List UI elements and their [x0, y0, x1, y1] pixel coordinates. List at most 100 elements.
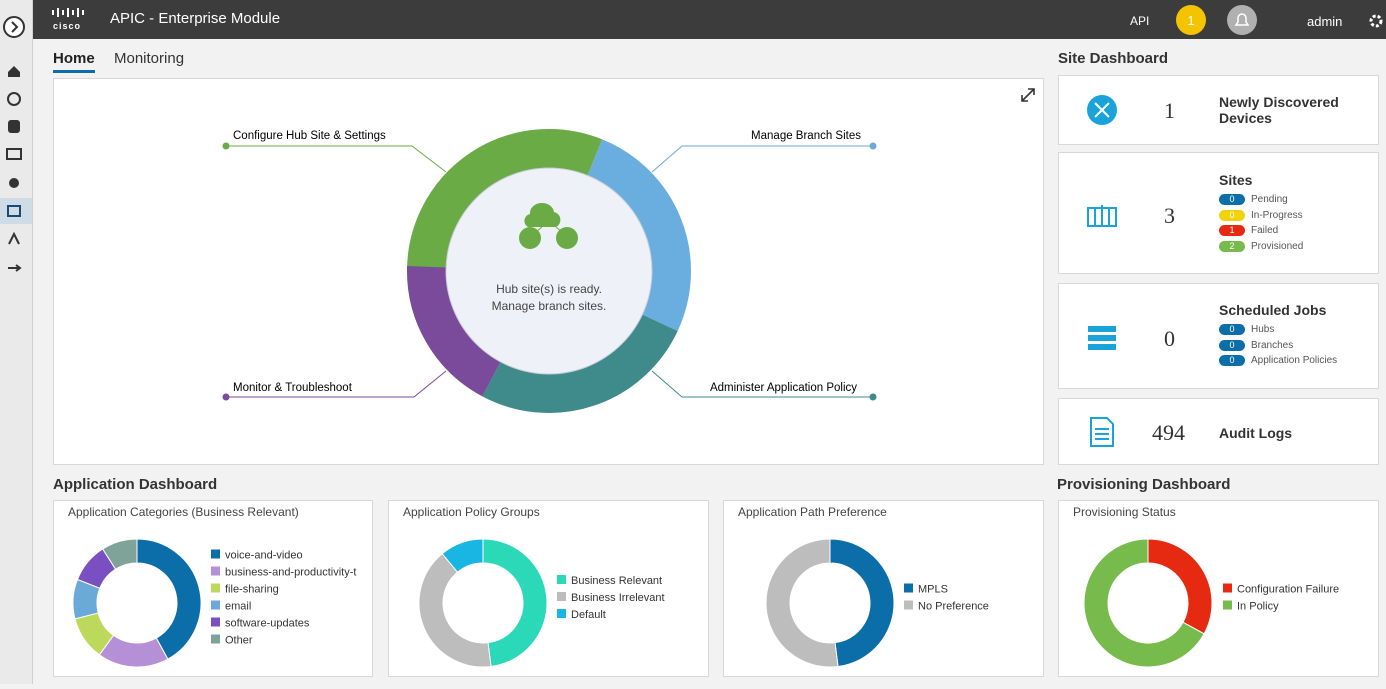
tab-monitoring[interactable]: Monitoring [114, 50, 185, 67]
sidebar-icons [0, 16, 32, 272]
audit-card[interactable]: 494 Audit Logs [1058, 398, 1379, 465]
nav-topology[interactable] [9, 178, 19, 188]
jobs-count: 0 [1164, 326, 1175, 351]
status-label: Branches [1251, 339, 1294, 351]
router-icon [556, 227, 578, 249]
legend-label: file-sharing [225, 584, 279, 596]
status-badge: 0 [1219, 194, 1245, 205]
sites-label: Sites [1219, 172, 1253, 188]
devices-label: Newly Discovered Devices [1219, 94, 1339, 126]
sites-card[interactable]: 3 Sites 0 Pending 0 In-Progress 1 Failed 2 Prov… [1058, 152, 1379, 274]
status-label: Provisioned [1251, 240, 1304, 252]
donut-chart: Application Path Preference MPLS No Prefer… [738, 505, 989, 668]
audit-count: 494 [1152, 420, 1185, 445]
workflow-panel: Configure Hub Site & Settings Manage Bra… [53, 78, 1044, 465]
donut-segment [1147, 538, 1213, 635]
jobs-label: Scheduled Jobs [1219, 302, 1327, 318]
donut-segment [136, 538, 202, 660]
status-badge: 0 [1219, 209, 1245, 221]
chart-title: Provisioning Status [1073, 505, 1176, 519]
donut-segment [102, 538, 138, 570]
tab-home[interactable]: Home [53, 50, 95, 73]
legend-swatch [211, 600, 220, 610]
router-icon [519, 227, 541, 249]
status-label: Application Policies [1251, 355, 1338, 367]
ring-segment [482, 313, 678, 413]
audit-label: Audit Logs [1219, 425, 1293, 441]
nav-inventory[interactable] [8, 120, 20, 133]
legend-swatch [557, 609, 566, 618]
expand-button[interactable] [1021, 88, 1035, 102]
ring-center [445, 167, 653, 375]
status-badge: 0 [1219, 339, 1245, 351]
legend-swatch [557, 592, 566, 601]
devices-card[interactable]: 1 Newly Discovered Devices [1058, 75, 1379, 145]
nav-more[interactable] [8, 264, 22, 272]
nav-iwan[interactable] [7, 205, 21, 217]
nav-path[interactable] [8, 231, 20, 245]
donut-segment [418, 552, 492, 668]
connectors [222, 142, 877, 401]
top-bar-graphics: cisco APIC - Enterprise Module API 1 adm… [52, 5, 1383, 35]
step-label[interactable]: Monitor & Troubleshoot [233, 382, 353, 394]
job-list: 0 Hubs 0 Branches 0 Application Policies [1219, 324, 1337, 371]
status-row: 0 Branches [1219, 339, 1337, 356]
alert-badge[interactable] [1176, 5, 1206, 35]
chart-card: Application Categories (Business Relevan… [53, 500, 373, 677]
donut-chart: Provisioning Status Configuration Failure… [1073, 505, 1339, 668]
devices-icon [1087, 95, 1117, 125]
user-menu[interactable]: admin [1307, 14, 1342, 29]
chart-title: Application Path Preference [738, 505, 887, 519]
step-label[interactable]: Configure Hub Site & Settings [233, 130, 386, 142]
jobs-icon [1088, 326, 1116, 350]
nav-home[interactable] [8, 66, 20, 77]
legend-swatch [211, 583, 220, 593]
legend-label: Configuration Failure [1237, 584, 1339, 596]
legend-label: Default [571, 609, 606, 621]
legend-label: software-updates [225, 618, 310, 630]
chart-card: Application Path Preference MPLS No Prefer… [723, 500, 1044, 677]
legend-label: Business Irrelevant [571, 592, 665, 604]
jobs-card[interactable]: 0 Scheduled Jobs 0 Hubs 0 Branches 0 Applicat… [1058, 283, 1379, 389]
ring-segment [586, 139, 691, 331]
ring-segment [407, 266, 502, 397]
api-link[interactable]: API [1130, 14, 1149, 28]
chart-card: Provisioning Status Configuration Failure… [1058, 500, 1379, 677]
status-row: 0 Application Policies [1219, 355, 1337, 371]
site-status-list: 0 Pending 0 In-Progress 1 Failed 2 Provisioned [1219, 194, 1303, 256]
legend-label: voice-and-video [225, 550, 303, 562]
donut-segment [482, 538, 548, 668]
bell-button[interactable] [1227, 5, 1257, 35]
sidebar [0, 0, 33, 684]
chevron [11, 21, 19, 33]
legend-swatch [904, 583, 913, 593]
status-label: Hubs [1251, 324, 1275, 336]
ring-segment [407, 129, 603, 272]
legend-label: MPLS [918, 584, 948, 596]
step-label[interactable]: Manage Branch Sites [751, 130, 861, 142]
devices-count: 1 [1164, 98, 1175, 123]
nav-toggle[interactable] [3, 16, 25, 38]
legend-label: Business Relevant [571, 575, 662, 587]
status-row: 0 Pending [1219, 194, 1303, 210]
legend-swatch [1223, 600, 1232, 610]
step-label[interactable]: Administer Application Policy [710, 382, 857, 394]
nav-active [0, 198, 32, 224]
sites-icon [1087, 205, 1117, 227]
status-badge: 1 [1219, 225, 1245, 236]
chart-title: Application Categories (Business Relevan… [68, 505, 299, 519]
legend-swatch [1223, 583, 1232, 593]
legend-swatch [211, 634, 220, 644]
chart-card: Application Policy Groups Business Releva… [388, 500, 709, 677]
legend-swatch [557, 575, 566, 584]
legend-swatch [211, 566, 220, 576]
settings-button[interactable] [1369, 14, 1383, 28]
legend-label: business-and-productivity-t [225, 567, 356, 579]
nav-devices[interactable] [6, 148, 22, 160]
legend-label: In Policy [1237, 601, 1279, 613]
section-title: Provisioning Dashboard [1057, 476, 1231, 493]
donut-chart: Application Categories (Business Relevan… [68, 505, 356, 668]
chart-title: Application Policy Groups [403, 505, 540, 519]
nav-discovery[interactable] [7, 92, 21, 106]
section-title: Application Dashboard [53, 476, 218, 493]
